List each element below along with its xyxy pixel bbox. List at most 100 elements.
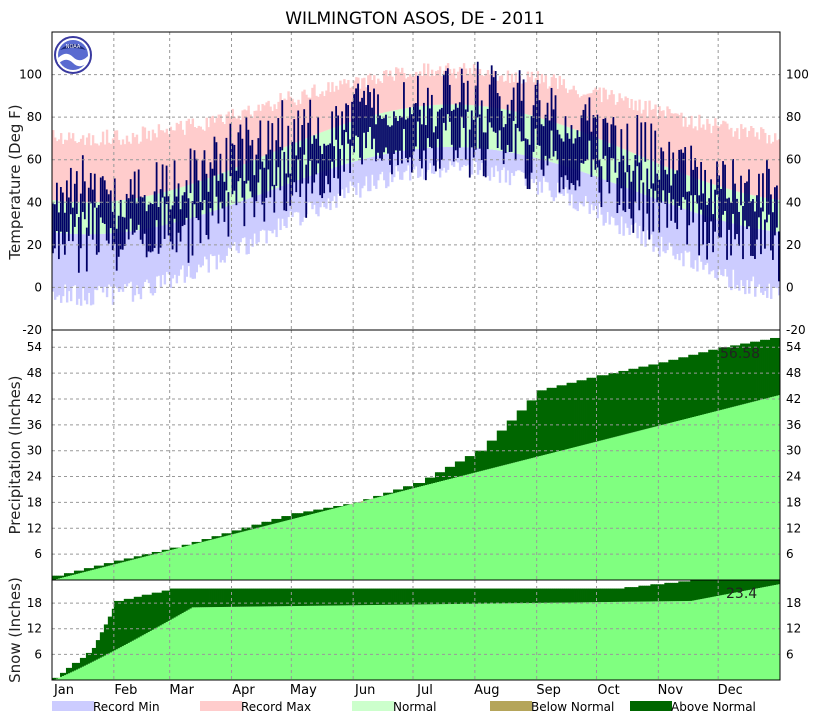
observed-temp-bar: [437, 112, 439, 139]
observed-temp-bar: [369, 92, 371, 127]
observed-temp-bar: [397, 121, 399, 165]
temp-tick-left: -20: [22, 323, 42, 337]
accum-tick-right: 18: [786, 596, 801, 610]
observed-temp-bar: [652, 183, 654, 231]
observed-temp-bar: [339, 149, 341, 196]
month-label: May: [290, 683, 317, 698]
observed-temp-bar: [660, 148, 662, 203]
observed-temp-bar: [644, 122, 646, 162]
observed-temp-bar: [712, 214, 714, 252]
observed-temp-bar: [182, 195, 184, 226]
observed-temp-bar: [636, 115, 638, 166]
observed-temp-bar: [485, 132, 487, 177]
observed-temp-bar: [610, 124, 612, 158]
observed-temp-bar: [273, 185, 275, 213]
legend-swatch: [52, 701, 94, 711]
observed-temp-bar: [449, 85, 451, 122]
observed-temp-bar: [162, 164, 164, 197]
observed-temp-bar: [184, 192, 186, 225]
observed-temp-bar: [180, 209, 182, 241]
observed-temp-bar: [602, 119, 604, 159]
observed-temp-bar: [451, 111, 453, 145]
observed-temp-bar: [331, 111, 333, 161]
observed-temp-bar: [764, 219, 766, 248]
observed-temp-bar: [543, 126, 545, 176]
observed-temp-bar: [642, 182, 644, 231]
observed-temp-bar: [565, 116, 567, 175]
observed-temp-bar: [776, 186, 778, 228]
observed-temp-bar: [307, 123, 309, 184]
observed-temp-bar: [216, 142, 218, 197]
observed-temp-bar: [509, 114, 511, 152]
observed-temp-bar: [698, 195, 700, 255]
observed-temp-bar: [525, 138, 527, 178]
observed-temp-bar: [664, 170, 666, 204]
observed-temp-bar: [218, 181, 220, 224]
month-label: Jul: [416, 683, 433, 698]
observed-temp-bar: [587, 120, 589, 159]
legend-label: Record Max: [241, 700, 311, 714]
observed-temp-bar: [345, 103, 347, 132]
observed-temp-bar: [387, 125, 389, 153]
observed-temp-bar: [730, 203, 732, 255]
svg-text:NOAA: NOAA: [66, 44, 81, 50]
observed-temp-bar: [654, 131, 656, 191]
accum-tick-left: 12: [27, 622, 42, 636]
observed-temp-bar: [455, 103, 457, 150]
observed-temp-bar: [164, 197, 166, 239]
legend-swatch: [352, 701, 394, 711]
observed-temp-bar: [317, 117, 319, 163]
observed-temp-bar: [409, 107, 411, 157]
observed-temp-bar: [477, 62, 479, 118]
observed-temp-bar: [598, 159, 600, 192]
observed-temp-bar: [750, 201, 752, 256]
observed-temp-bar: [612, 117, 614, 158]
observed-temp-bar: [497, 93, 499, 148]
observed-temp-bar: [178, 183, 180, 232]
observed-temp-bar: [734, 184, 736, 240]
observed-temp-bar: [214, 137, 216, 176]
observed-temp-bar: [429, 108, 431, 146]
observed-temp-bar: [487, 109, 489, 149]
observed-temp-bar: [595, 117, 597, 170]
observed-temp-bar: [361, 98, 363, 165]
observed-temp-bar: [295, 155, 297, 192]
precipitation-total: 56.58: [720, 346, 760, 362]
observed-temp-bar: [128, 198, 130, 239]
temp-tick-left: 0: [34, 280, 42, 294]
temp-tick-left: 60: [27, 153, 42, 167]
observed-temp-bar: [702, 193, 704, 244]
observed-temp-bar: [523, 79, 525, 140]
observed-temp-bar: [690, 146, 692, 196]
observed-temp-bar: [132, 195, 134, 235]
observed-temp-bar: [176, 197, 178, 253]
observed-temp-bar: [172, 205, 174, 249]
observed-temp-bar: [235, 171, 237, 205]
observed-temp-bar: [708, 198, 710, 243]
observed-temp-bar: [174, 160, 176, 218]
month-label: Jan: [53, 683, 74, 698]
observed-temp-bar: [407, 118, 409, 162]
observed-temp-bar: [427, 88, 429, 138]
observed-temp-bar: [283, 152, 285, 210]
observed-temp-bar: [439, 109, 441, 168]
observed-temp-bar: [638, 163, 640, 211]
observed-temp-bar: [126, 194, 128, 229]
observed-temp-bar: [309, 100, 311, 161]
observed-temp-bar: [90, 173, 92, 203]
legend-label: Below Normal: [531, 700, 614, 714]
observed-temp-bar: [186, 180, 188, 218]
accum-tick-left: 6: [34, 647, 42, 661]
accum-tick-right: 42: [786, 392, 801, 406]
observed-temp-bar: [265, 154, 267, 197]
observed-temp-bar: [469, 130, 471, 178]
observed-temp-bar: [74, 184, 76, 227]
observed-temp-bar: [222, 173, 224, 208]
observed-temp-bar: [287, 126, 289, 178]
observed-temp-bar: [748, 169, 750, 226]
observed-temp-bar: [431, 95, 433, 148]
observed-temp-bar: [144, 195, 146, 234]
observed-temp-bar: [261, 162, 263, 205]
